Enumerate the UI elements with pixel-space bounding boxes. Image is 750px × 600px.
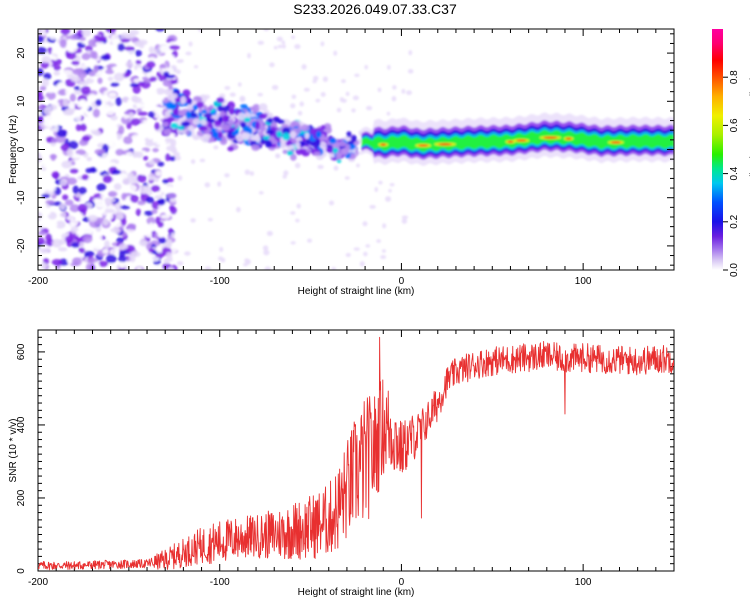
snr-x-tick-label: -100 <box>210 577 230 588</box>
snr-line <box>38 336 674 571</box>
colorbar <box>712 29 723 270</box>
snr-x-tick-label: 100 <box>575 577 592 588</box>
chart-title: S233.2026.049.07.33.C37 <box>293 1 457 17</box>
snr-y-tick-label: 0 <box>16 568 27 574</box>
snr-x-axis-label: Height of straight line (km) <box>298 587 415 598</box>
spec-x-tick-label: 0 <box>399 276 405 287</box>
spectrogram-x-axis-label: Height of straight line (km) <box>298 286 415 297</box>
spec-x-tick-label: -100 <box>210 276 230 287</box>
snr-panel: -200 -100 0 100 0 200 400 600 Height of straight… <box>8 329 675 598</box>
snr-x-tick-label: -200 <box>28 577 48 588</box>
snr-x-tick-label: 0 <box>399 577 405 588</box>
spec-y-tick-label: -20 <box>16 238 27 253</box>
colorbar-tick-label: 0.0 <box>729 263 740 277</box>
spec-y-tick-label: 20 <box>16 47 27 59</box>
spec-y-tick-label: 0 <box>16 146 27 152</box>
spec-y-tick-label: -10 <box>16 190 27 205</box>
snr-series <box>38 336 674 571</box>
snr-y-tick-label: 600 <box>16 343 27 360</box>
colorbar-axis: 0.00.20.40.60.8Normalized spectral ampli… <box>723 70 750 277</box>
spectrogram-y-axis-label: Frequency (Hz) <box>8 115 19 184</box>
spec-x-tick-label: -200 <box>28 276 48 287</box>
spectrogram-image <box>38 29 674 270</box>
snr-y-tick-label: 200 <box>16 489 27 506</box>
colorbar-tick-label: 0.8 <box>729 70 740 84</box>
spec-y-tick-label: 10 <box>16 95 27 107</box>
snr-frame <box>37 329 675 572</box>
snr-y-tick-label: 400 <box>16 416 27 433</box>
snr-y-axis-label: SNR (10 * v/v) <box>8 419 19 483</box>
colorbar-tick-label: 0.4 <box>729 166 740 180</box>
spec-x-tick-label: 100 <box>575 276 592 287</box>
colorbar-tick-label: 0.2 <box>729 214 740 228</box>
colorbar-tick-label: 0.6 <box>729 118 740 132</box>
